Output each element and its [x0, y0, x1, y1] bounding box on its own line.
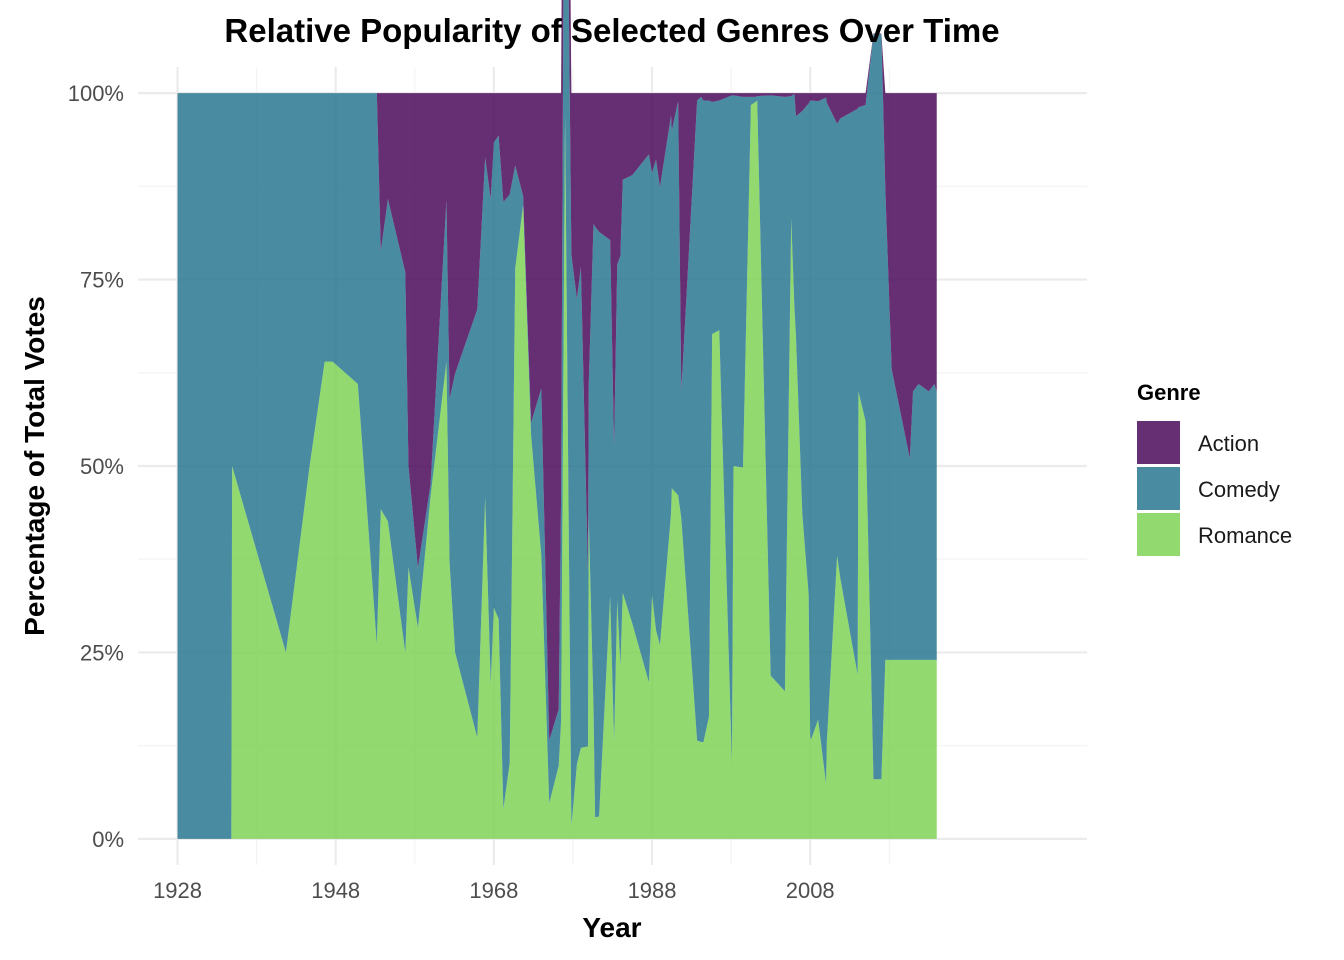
- legend-title: Genre: [1137, 380, 1201, 405]
- legend-label-comedy: Comedy: [1198, 477, 1280, 502]
- legend-label-action: Action: [1198, 431, 1259, 456]
- y-tick-label: 25%: [80, 640, 124, 665]
- x-tick-label: 1988: [628, 878, 677, 903]
- legend-label-romance: Romance: [1198, 523, 1292, 548]
- y-tick-label: 50%: [80, 454, 124, 479]
- x-tick-label: 1968: [469, 878, 518, 903]
- y-axis-title: Percentage of Total Votes: [19, 296, 50, 636]
- legend-swatch-action: [1137, 421, 1180, 464]
- legend-swatch-romance: [1137, 513, 1180, 556]
- y-tick-label: 100%: [68, 81, 124, 106]
- legend-swatch-comedy: [1137, 467, 1180, 510]
- x-tick-label: 1948: [311, 878, 360, 903]
- x-tick-label: 1928: [153, 878, 202, 903]
- legend: Genre Action Comedy Romance: [1137, 380, 1292, 556]
- x-axis-ticks: 1928 1948 1968 1988 2008: [153, 878, 835, 903]
- area-comedy: [177, 0, 937, 839]
- x-tick-label: 2008: [786, 878, 835, 903]
- area-action: [177, 0, 937, 741]
- chart-title: Relative Popularity of Selected Genres O…: [224, 12, 999, 49]
- y-axis-ticks: 0% 25% 50% 75% 100%: [68, 81, 124, 852]
- y-tick-label: 75%: [80, 268, 124, 293]
- plot-areas: [177, 0, 937, 839]
- y-tick-label: 0%: [92, 827, 124, 852]
- area-romance: [177, 100, 937, 839]
- x-axis-title: Year: [582, 912, 641, 943]
